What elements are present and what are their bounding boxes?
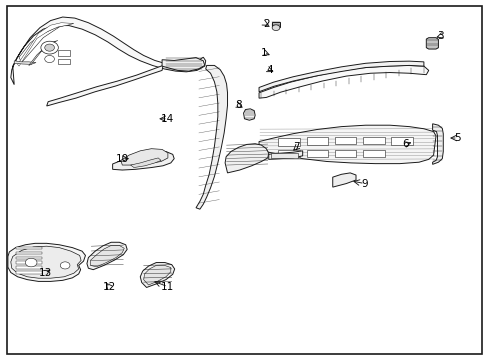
Polygon shape [143, 265, 170, 285]
Text: 7: 7 [293, 142, 300, 152]
Polygon shape [259, 61, 423, 92]
Polygon shape [426, 38, 438, 49]
Bar [271, 153, 297, 158]
Text: 10: 10 [116, 154, 129, 164]
Polygon shape [18, 23, 74, 66]
Text: 5: 5 [453, 133, 460, 143]
Polygon shape [259, 125, 435, 164]
Bar [362, 150, 384, 157]
Bar [16, 247, 42, 249]
Text: 8: 8 [234, 100, 241, 110]
Text: 1: 1 [260, 48, 266, 58]
Bar [334, 136, 356, 144]
Bar [278, 150, 300, 157]
Bar [306, 137, 328, 145]
Bar [278, 138, 300, 146]
Text: 14: 14 [161, 114, 174, 124]
Bar [334, 150, 356, 157]
Polygon shape [271, 22, 280, 27]
Polygon shape [29, 41, 58, 66]
Bar [58, 59, 70, 64]
Polygon shape [14, 61, 36, 64]
Text: 11: 11 [161, 282, 174, 292]
Polygon shape [432, 124, 443, 165]
Bar [16, 266, 42, 269]
Text: 12: 12 [103, 283, 116, 292]
Polygon shape [140, 262, 174, 288]
Circle shape [60, 262, 70, 269]
Text: 3: 3 [437, 31, 443, 41]
Bar [362, 136, 384, 144]
Polygon shape [121, 149, 167, 165]
Circle shape [25, 258, 37, 267]
Text: 4: 4 [266, 66, 273, 75]
Text: 9: 9 [361, 179, 367, 189]
Polygon shape [268, 151, 302, 159]
Polygon shape [112, 152, 174, 170]
Polygon shape [8, 243, 85, 282]
Polygon shape [162, 58, 204, 71]
Circle shape [45, 44, 54, 51]
Polygon shape [11, 246, 81, 278]
Text: 13: 13 [39, 267, 52, 278]
Text: 2: 2 [263, 19, 269, 29]
Circle shape [272, 25, 279, 31]
Polygon shape [332, 173, 355, 187]
Bar [390, 137, 412, 145]
Polygon shape [196, 66, 227, 209]
Bar [16, 261, 42, 264]
Polygon shape [87, 242, 127, 270]
Polygon shape [243, 109, 255, 120]
Bar [16, 252, 42, 255]
Polygon shape [46, 66, 163, 106]
Bar [306, 150, 328, 157]
Polygon shape [11, 17, 205, 85]
Bar [16, 257, 42, 259]
Polygon shape [259, 66, 428, 98]
Bar [58, 50, 70, 56]
Polygon shape [90, 246, 124, 267]
Polygon shape [130, 158, 161, 167]
Circle shape [45, 55, 54, 63]
Circle shape [41, 41, 58, 54]
Text: 6: 6 [401, 139, 408, 149]
Polygon shape [224, 144, 268, 173]
Bar [16, 271, 42, 274]
Polygon shape [19, 23, 72, 63]
